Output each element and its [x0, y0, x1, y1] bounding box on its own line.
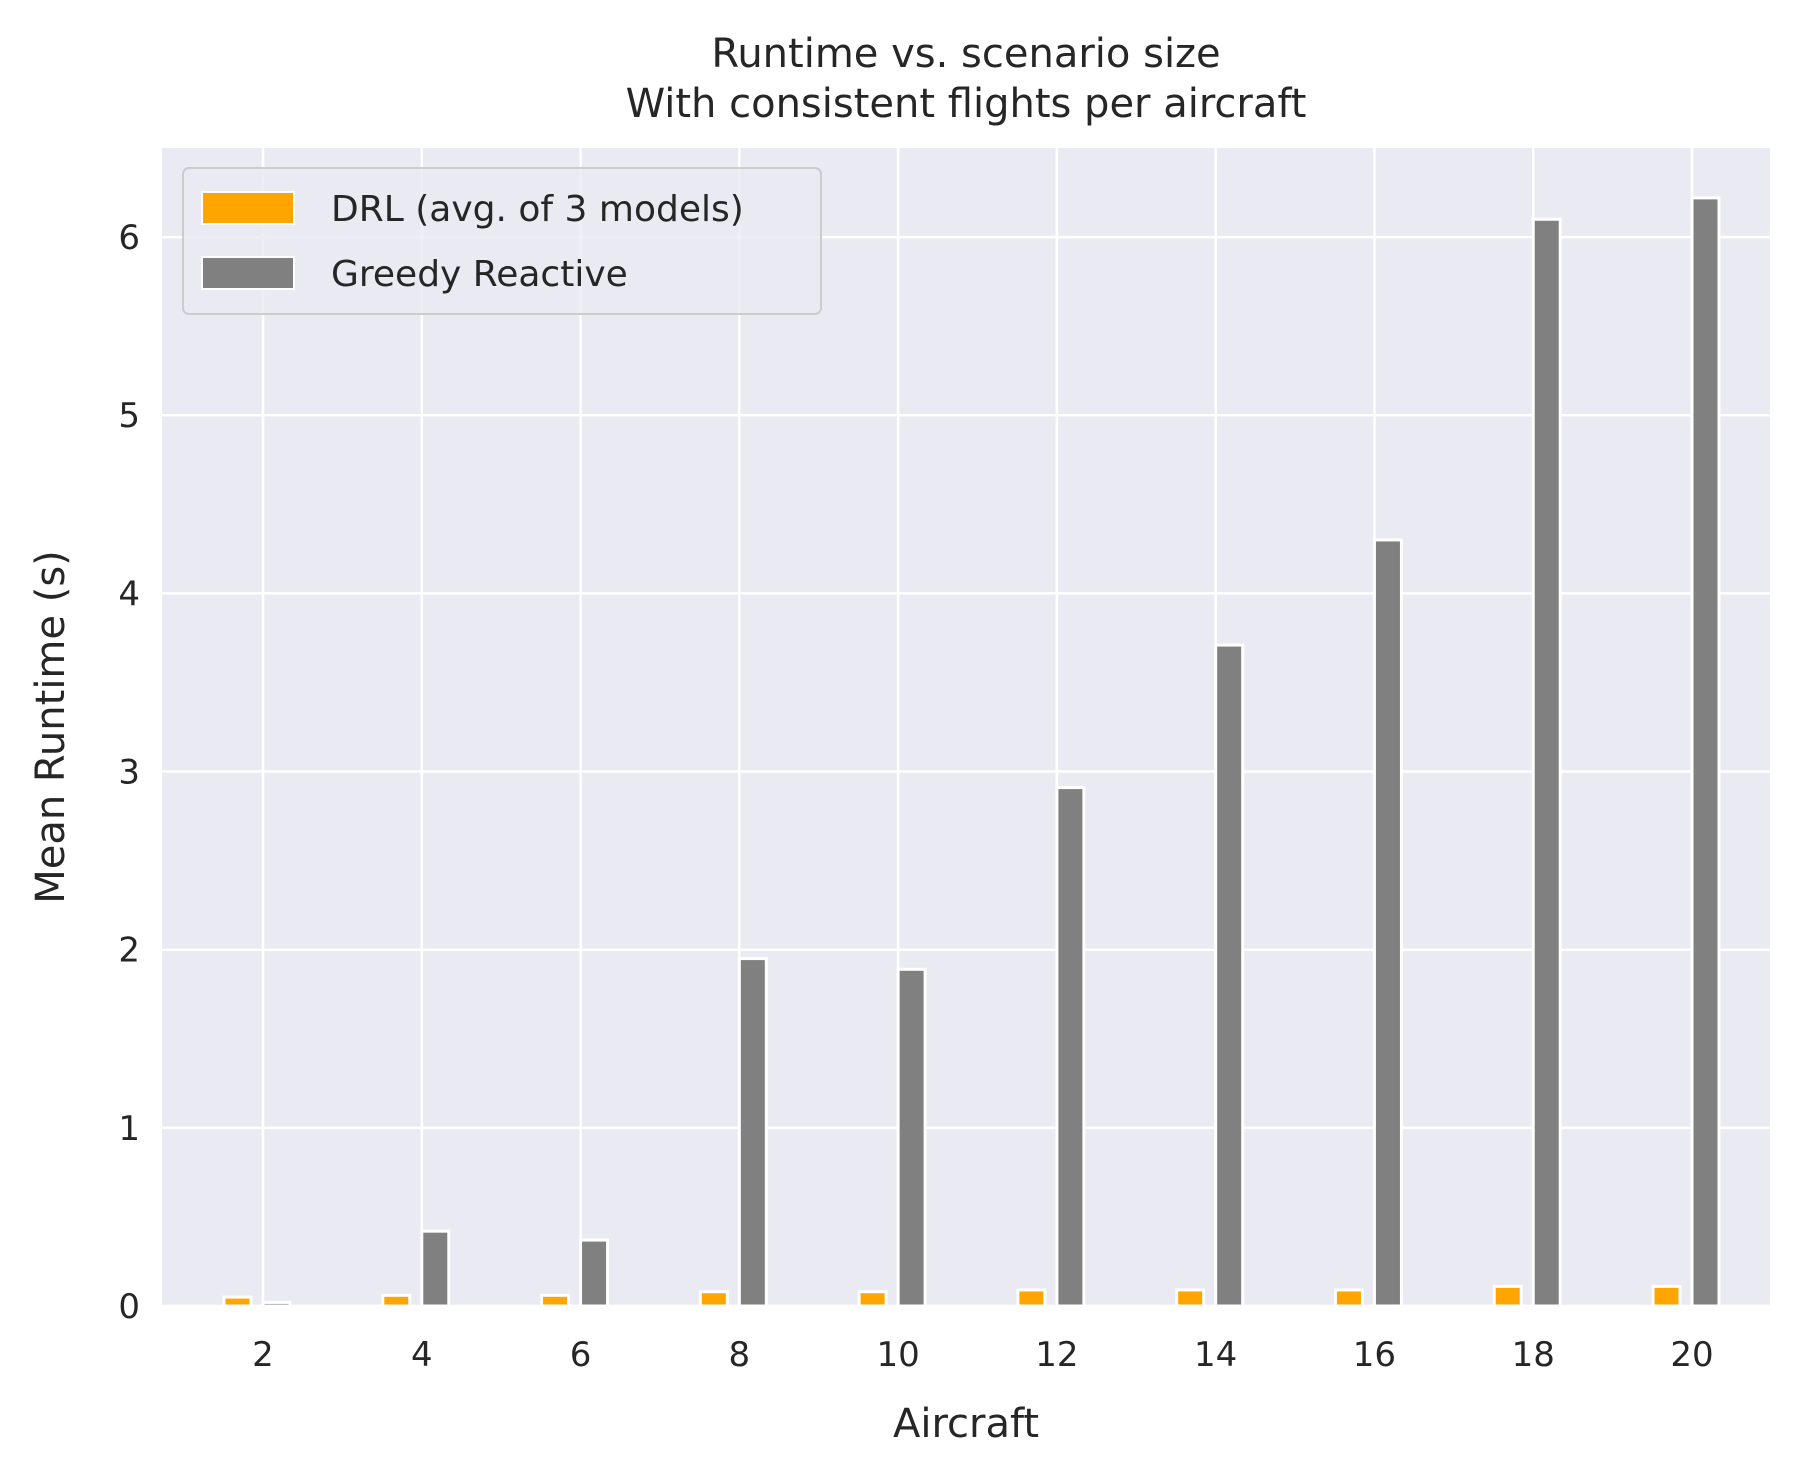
- drl-bar-2: [222, 1295, 253, 1308]
- legend-frame: [182, 167, 822, 315]
- greedy-bar-6: [579, 1238, 610, 1308]
- greedy-bar-12: [1055, 786, 1086, 1308]
- y-tick-label: 3: [118, 753, 140, 793]
- x-tick-label: 14: [1194, 1335, 1237, 1375]
- y-tick-label: 4: [118, 574, 140, 614]
- x-tick-label: 20: [1670, 1335, 1713, 1375]
- x-tick-label: 16: [1353, 1335, 1396, 1375]
- x-tick-label: 6: [570, 1335, 592, 1375]
- x-tick-label: 10: [876, 1335, 919, 1375]
- chart-subtitle: With consistent flights per aircraft: [626, 81, 1307, 127]
- greedy-bar-8: [737, 957, 768, 1308]
- x-tick-labels: 2 4 6 8 10 12 14 16 18 20: [252, 1335, 1713, 1375]
- legend-label-greedy: Greedy Reactive: [331, 254, 628, 295]
- drl-bar-10: [857, 1290, 888, 1308]
- legend-label-drl: DRL (avg. of 3 models): [331, 189, 744, 230]
- chart-title: Runtime vs. scenario size: [711, 31, 1220, 77]
- y-tick-label: 2: [118, 931, 140, 971]
- drl-bar-6: [540, 1293, 571, 1308]
- drl-bar-14: [1175, 1288, 1206, 1308]
- greedy-bar-14: [1214, 643, 1245, 1308]
- x-tick-label: 12: [1035, 1335, 1078, 1375]
- x-tick-label: 8: [729, 1335, 751, 1375]
- drl-bar-20: [1651, 1284, 1682, 1308]
- drl-bar-18: [1492, 1284, 1523, 1308]
- x-tick-label: 4: [411, 1335, 433, 1375]
- greedy-bar-4: [420, 1229, 451, 1308]
- legend-swatch-greedy: [201, 256, 295, 290]
- y-tick-label: 0: [118, 1287, 140, 1327]
- bars: [222, 196, 1721, 1308]
- legend-swatch-drl: [201, 191, 295, 225]
- greedy-bar-2: [261, 1300, 292, 1308]
- x-tick-label: 18: [1512, 1335, 1555, 1375]
- x-axis-label: Aircraft: [893, 1401, 1039, 1447]
- legend: DRL (avg. of 3 models) Greedy Reactive: [182, 167, 822, 315]
- drl-bar-12: [1016, 1288, 1047, 1308]
- drl-bar-16: [1333, 1288, 1364, 1308]
- y-tick-label: 1: [118, 1109, 140, 1149]
- plot-background: [162, 148, 1770, 1306]
- greedy-bar-16: [1372, 538, 1403, 1308]
- drl-bar-4: [381, 1293, 412, 1308]
- y-axis-label: Mean Runtime (s): [28, 550, 74, 904]
- drl-bar-8: [698, 1290, 729, 1308]
- x-tick-label: 2: [252, 1335, 274, 1375]
- y-tick-labels: 0 1 2 3 4 5 6: [118, 218, 140, 1327]
- greedy-bar-10: [896, 967, 927, 1308]
- greedy-bar-18: [1531, 217, 1562, 1308]
- greedy-bar-20: [1690, 196, 1721, 1308]
- y-tick-label: 6: [118, 218, 140, 258]
- y-tick-label: 5: [118, 396, 140, 436]
